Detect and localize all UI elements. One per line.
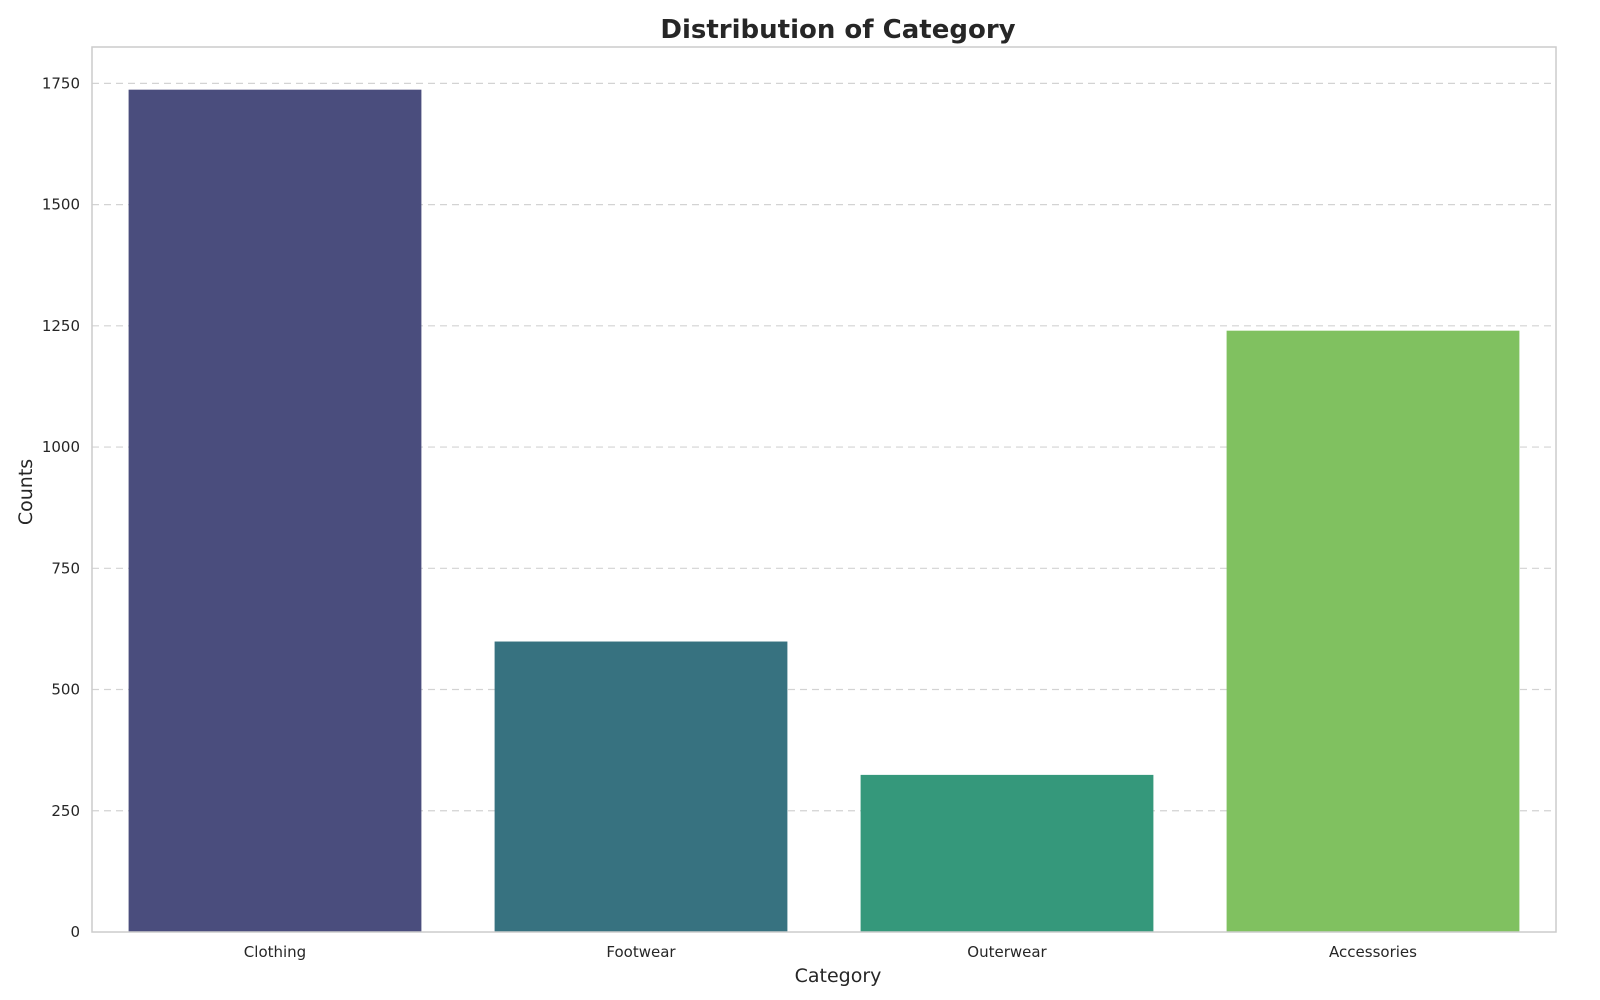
bar-outerwear bbox=[860, 774, 1154, 932]
y-tick-label: 500 bbox=[51, 681, 80, 699]
y-axis-label: Counts bbox=[15, 459, 37, 525]
bar-accessories bbox=[1226, 330, 1520, 932]
x-tick-label: Accessories bbox=[1329, 943, 1417, 961]
x-tick-label: Footwear bbox=[606, 943, 676, 961]
bar-footwear bbox=[494, 641, 788, 932]
x-tick-label: Outerwear bbox=[967, 943, 1047, 961]
x-tick-labels: Clothing Footwear Outerwear Accessories bbox=[244, 943, 1417, 961]
x-axis-label: Category bbox=[795, 965, 882, 987]
plot-frame bbox=[91, 46, 1557, 933]
y-tick-label: 1000 bbox=[42, 438, 80, 456]
y-tick-labels: 0 250 500 750 1000 1250 1500 1750 bbox=[42, 74, 80, 941]
bar-clothing bbox=[128, 89, 422, 933]
chart-title: Distribution of Category bbox=[660, 15, 1015, 45]
bars bbox=[128, 89, 1520, 933]
x-tick-label: Clothing bbox=[244, 943, 306, 961]
y-tick-label: 250 bbox=[51, 802, 80, 820]
y-tick-label: 1500 bbox=[42, 196, 80, 214]
y-tick-label: 1250 bbox=[42, 317, 80, 335]
y-tick-label: 0 bbox=[70, 923, 80, 941]
y-tick-label: 750 bbox=[51, 559, 80, 577]
y-tick-label: 1750 bbox=[42, 74, 80, 92]
